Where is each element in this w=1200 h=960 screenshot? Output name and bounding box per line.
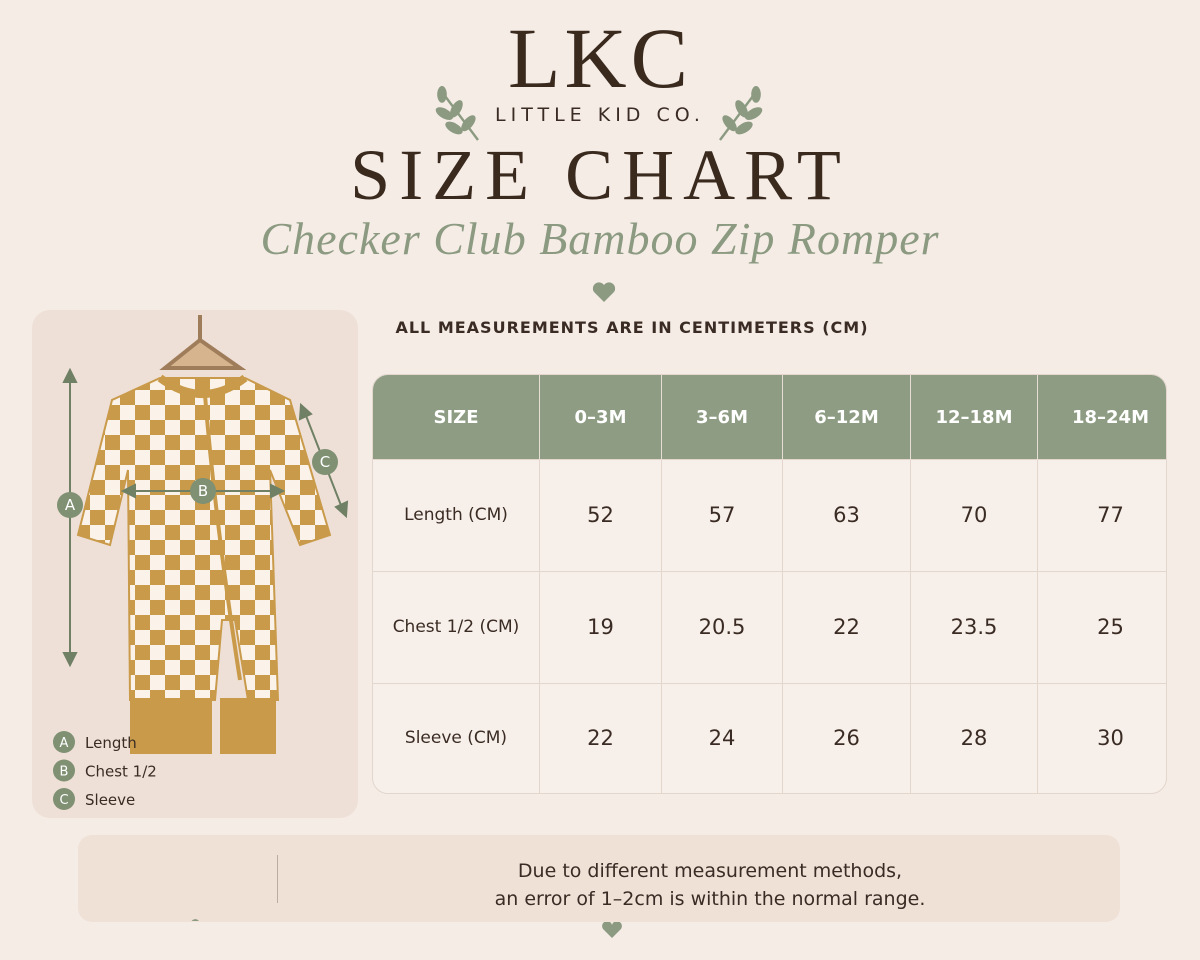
units-note: ALL MEASUREMENTS ARE IN CENTIMETERS (CM) <box>395 318 869 337</box>
marker-letter: C <box>320 453 330 471</box>
value-cell: 19 <box>539 570 662 684</box>
product-name: Checker Club Bamboo Zip Romper <box>260 213 940 264</box>
legend-label: Sleeve <box>85 791 135 809</box>
row-label: Sleeve (CM) <box>373 682 540 793</box>
legend-dot <box>53 759 75 782</box>
marker-letter: B <box>198 482 208 500</box>
legend-label: Chest 1/2 <box>85 763 157 781</box>
brand: LKC <box>508 10 692 106</box>
value-cell: 26 <box>782 682 911 793</box>
title: SIZE CHART <box>350 135 850 215</box>
header-cell: 3–6M <box>661 375 783 460</box>
legend-label: Length <box>85 734 137 752</box>
romper <box>76 377 332 701</box>
value-cell: 20.5 <box>661 570 783 684</box>
marker-letter: A <box>65 496 76 514</box>
header-cell: 12–18M <box>910 375 1038 460</box>
value-cell: 57 <box>661 459 783 572</box>
table-row: Chest 1/2 (CM) 19 20.5 22 23.5 25 <box>373 570 1166 684</box>
note-line: Due to different measurement methods, <box>517 860 903 882</box>
value-cell: 63 <box>782 459 911 572</box>
divider <box>277 855 278 903</box>
note-line: an error of 1–2cm is within the normal r… <box>494 888 926 910</box>
row-label: Chest 1/2 (CM) <box>373 570 540 684</box>
legend-letter: A <box>60 736 69 751</box>
heart <box>602 921 622 938</box>
row-label: Length (CM) <box>373 459 540 572</box>
value-cell: 22 <box>782 570 911 684</box>
header-cell: 18–24M <box>1037 375 1166 460</box>
note-box <box>78 835 1120 922</box>
table: SIZE 0–3M 3–6M 6–12M 12–18M 18–24M Length (CM)… <box>373 375 1166 793</box>
table-row: Sleeve (CM) 22 24 26 28 30 <box>373 682 1166 793</box>
brand-subtitle: LITTLE KID CO. <box>495 104 705 126</box>
header-cell: 0–3M <box>539 375 662 460</box>
heart <box>592 282 616 302</box>
value-cell: 23.5 <box>910 570 1038 684</box>
table-row: Length (CM) 52 57 63 70 77 <box>373 459 1166 572</box>
legend-letter: B <box>60 765 69 780</box>
header-cell: 6–12M <box>782 375 911 460</box>
value-cell: 22 <box>539 682 662 793</box>
value-cell: 28 <box>910 682 1038 793</box>
value-cell: 52 <box>539 459 662 572</box>
value-cell: 25 <box>1037 570 1166 684</box>
legend-dot <box>53 731 75 753</box>
value-cell: 70 <box>910 459 1038 572</box>
value-cell: 77 <box>1037 459 1166 572</box>
legend-dot <box>53 788 75 810</box>
legend-letter: C <box>59 793 68 808</box>
value-cell: 24 <box>661 682 783 793</box>
header-cell: SIZE <box>373 375 540 460</box>
romper-diagram: A B C A Length B Chest 1/2 C Sleeve <box>53 315 349 810</box>
sprig <box>146 902 209 921</box>
value-cell: 30 <box>1037 682 1166 793</box>
size-table: SIZE 0–3M 3–6M 6–12M 12–18M 18–24M Length (CM)… <box>372 374 1167 794</box>
